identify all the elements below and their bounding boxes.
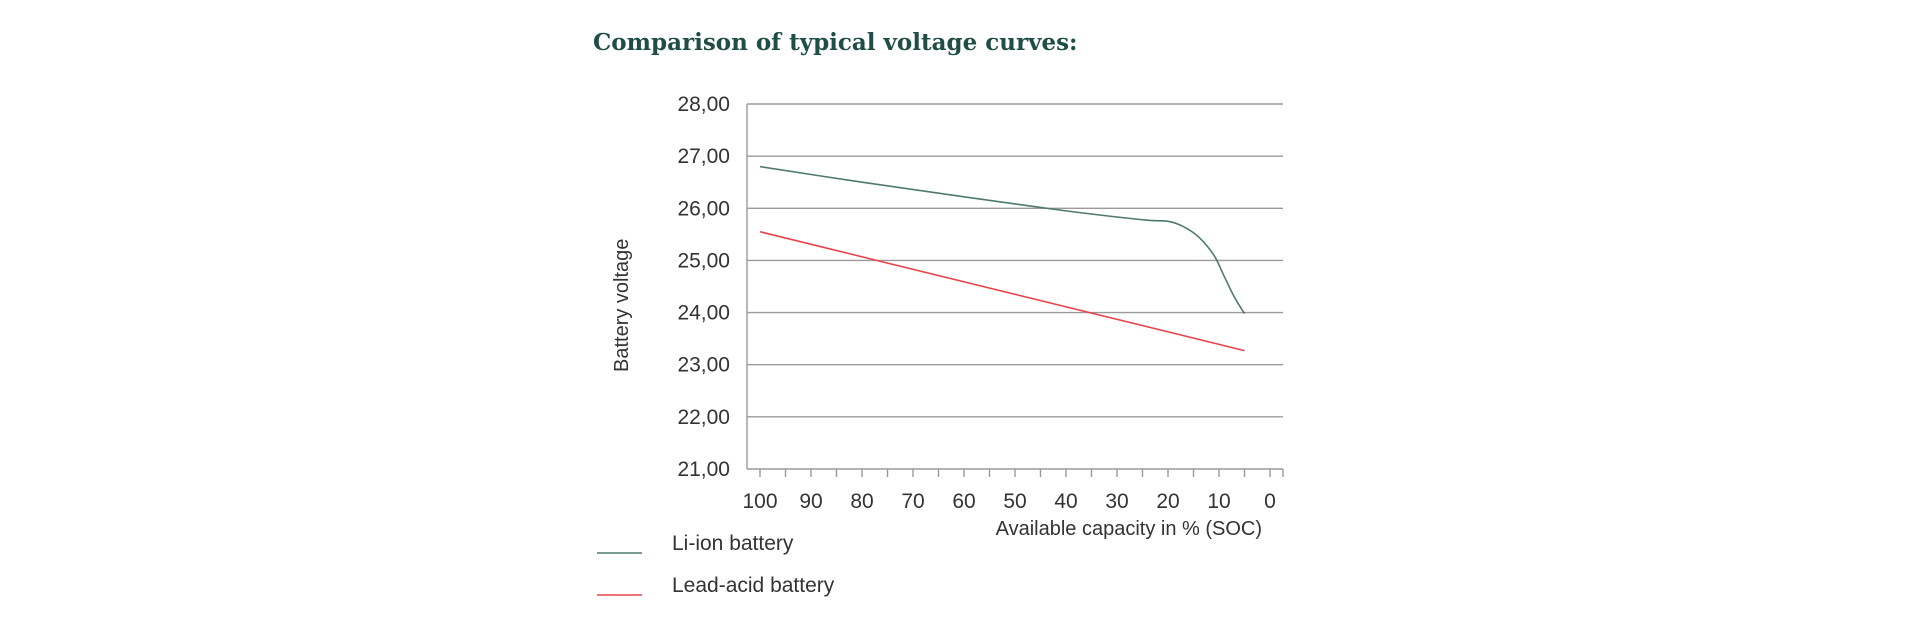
y-tick-label: 27,00: [677, 145, 730, 168]
series-line-li-ion-battery: [759, 165, 1246, 315]
x-tick-label: 40: [1054, 490, 1077, 513]
y-tick-label: 28,00: [677, 93, 730, 116]
grid-lines: [746, 103, 1284, 477]
y-tick-label: 25,00: [677, 249, 730, 272]
x-tick-label: 10: [1207, 490, 1230, 513]
series-line-lead-acid-battery: [759, 230, 1245, 352]
x-tick-label: 60: [952, 490, 975, 513]
series-group: [759, 165, 1246, 352]
x-tick-label: 80: [850, 490, 873, 513]
y-tick-label: 21,00: [677, 458, 730, 481]
x-tick-label: 30: [1105, 490, 1128, 513]
x-tick-label: 70: [901, 490, 924, 513]
legend-label-lead-acid-battery: Lead-acid battery: [672, 574, 835, 597]
x-tick-label: 100: [742, 490, 777, 513]
legend: Li-ion battery Lead-acid battery: [597, 532, 835, 597]
y-axis-label: Battery voltage: [611, 239, 633, 372]
y-tick-label: 23,00: [677, 354, 730, 377]
x-tick-labels: 100 90 80 70 60 50 40 30 20 10 0: [742, 490, 1275, 513]
x-tick-label: 90: [799, 490, 822, 513]
y-tick-label: 24,00: [677, 302, 730, 325]
x-tick-label: 20: [1156, 490, 1179, 513]
x-tick-label: 50: [1003, 490, 1026, 513]
y-tick-labels: 28,00 27,00 26,00 25,00 24,00 23,00 22,00 21,00: [677, 93, 730, 481]
chart-title: Comparison of typical voltage curves:: [593, 29, 1078, 56]
x-axis-label: Available capacity in % (SOC): [996, 518, 1262, 540]
y-tick-label: 22,00: [677, 406, 730, 429]
x-tick-label: 0: [1264, 490, 1276, 513]
y-tick-label: 26,00: [677, 197, 730, 220]
legend-label-li-ion-battery: Li-ion battery: [672, 532, 794, 555]
